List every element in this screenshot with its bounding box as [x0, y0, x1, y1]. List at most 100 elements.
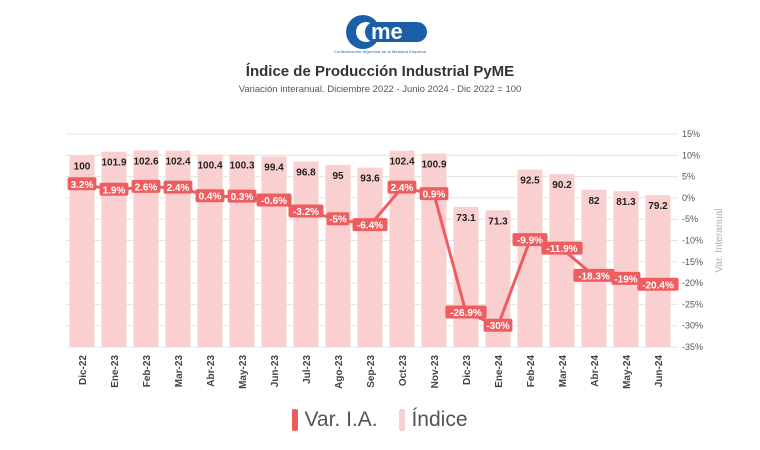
- var-ia-label: -20.4%: [642, 280, 674, 291]
- bar-mar-23: [165, 150, 191, 347]
- var-ia-label-bg: [541, 241, 583, 255]
- var-ia-label: -9.9%: [517, 236, 543, 247]
- bar-ago-23: [325, 164, 351, 347]
- bar-value-label: 95: [332, 171, 344, 182]
- var-ia-label: 0.9%: [423, 190, 446, 201]
- var-ia-label: 2.4%: [167, 183, 190, 194]
- legend-item-indice[interactable]: Índice: [399, 408, 468, 432]
- bar-value-label: 81.3: [616, 197, 636, 208]
- bar-mar-24: [549, 174, 575, 347]
- var-ia-label-bg: [256, 193, 292, 207]
- logo-wordmark: me: [371, 19, 403, 44]
- bar-jun-23: [261, 156, 287, 347]
- x-tick-label: Oct-23: [398, 355, 409, 387]
- var-ia-label: -5%: [329, 215, 347, 226]
- x-tick-label: Jun-24: [654, 355, 665, 388]
- bar-value-label: 93.6: [360, 174, 380, 185]
- y-tick-label: -25%: [682, 299, 703, 309]
- var-ia-label-bg: [227, 189, 257, 203]
- x-tick-label: Dic-23: [462, 355, 473, 385]
- bar-jun-24: [645, 195, 671, 347]
- bar-abr-23: [197, 154, 223, 347]
- y-tick-label: 15%: [682, 129, 700, 139]
- x-tick-label: May-23: [238, 355, 249, 389]
- x-tick-label: Dic-22: [78, 355, 89, 385]
- var-ia-label: -0.6%: [261, 196, 287, 207]
- bar-value-label: 82: [588, 196, 600, 207]
- var-ia-label-bg: [352, 218, 388, 232]
- x-tick-label: Mar-24: [558, 355, 569, 388]
- var-ia-label-bg: [611, 271, 641, 285]
- var-ia-label-bg: [637, 277, 679, 291]
- var-ia-label-bg: [163, 180, 193, 194]
- y-tick-label: 10%: [682, 150, 700, 160]
- bar-feb-23: [133, 150, 159, 347]
- y-tick-label: -30%: [682, 321, 703, 331]
- x-tick-label: Nov-23: [430, 355, 441, 389]
- bar-nov-23: [421, 153, 447, 347]
- x-tick-label: Sep-23: [366, 355, 377, 388]
- bar-value-label: 79.2: [648, 201, 668, 212]
- y-tick-label: -20%: [682, 278, 703, 288]
- logo-caption: Confederación Argentina de la Mediana Em…: [334, 49, 426, 54]
- bar-value-label: 102.4: [165, 157, 190, 168]
- bar-value-label: 101.9: [101, 158, 126, 169]
- var-ia-label: 0.4%: [199, 192, 222, 203]
- var-ia-label: 1.9%: [103, 185, 126, 196]
- var-ia-label: -30%: [486, 321, 509, 332]
- bar-value-label: 102.4: [389, 157, 414, 168]
- chart-subtitle: Variación interanual. Diciembre 2022 - J…: [238, 84, 522, 95]
- bar-value-label: 90.2: [552, 180, 572, 191]
- x-tick-label: Ene-24: [494, 355, 505, 388]
- bar-feb-24: [517, 169, 543, 347]
- var-ia-label-bg: [419, 187, 449, 201]
- x-tick-label: May-24: [622, 355, 633, 389]
- bar-value-label: 71.3: [488, 216, 508, 227]
- var-ia-label-bg: [288, 204, 324, 218]
- bar-value-label: 96.8: [296, 167, 316, 178]
- chart-title: Índice de Producción Industrial PyME: [245, 63, 515, 80]
- y-tick-label: -5%: [682, 214, 698, 224]
- x-tick-label: Jun-23: [270, 355, 281, 388]
- x-tick-label: Feb-23: [142, 355, 153, 388]
- x-tick-label: Jul-23: [302, 355, 313, 384]
- bar-value-label: 92.5: [520, 176, 540, 187]
- came-logo: me: [346, 15, 427, 49]
- bar-value-label: 100: [74, 161, 91, 172]
- bar-ene-23: [101, 151, 127, 347]
- bar-sep-23: [357, 167, 383, 347]
- y-tick-label: -10%: [682, 236, 703, 246]
- var-ia-label: 3.2%: [71, 180, 94, 191]
- bar-may-24: [613, 191, 639, 347]
- x-tick-label: Abr-24: [590, 355, 601, 387]
- x-tick-label: Feb-24: [526, 355, 537, 388]
- var-ia-label-bg: [483, 318, 513, 332]
- y-tick-label: 0%: [682, 193, 695, 203]
- var-ia-label: -6.4%: [357, 221, 383, 232]
- bar-value-label: 73.1: [456, 213, 476, 224]
- legend-label-indice: Índice: [411, 408, 468, 431]
- var-ia-label: -3.2%: [293, 207, 319, 218]
- y-tick-label: 5%: [682, 172, 695, 182]
- var-ia-label-bg: [573, 268, 615, 282]
- var-ia-label: 2.6%: [135, 182, 158, 193]
- x-tick-label: Ene-23: [110, 355, 121, 388]
- var-ia-label: -11.9%: [546, 244, 577, 255]
- legend-line-swatch: [292, 409, 299, 431]
- legend-item-var-ia[interactable]: Var. I.A.: [292, 408, 378, 432]
- bar-value-label: 99.4: [264, 162, 284, 173]
- y-tick-label: -35%: [682, 342, 703, 352]
- x-tick-label: Ago-23: [334, 355, 345, 389]
- x-tick-label: Mar-23: [174, 355, 185, 388]
- y-tick-label: -15%: [682, 257, 703, 267]
- var-ia-label: 2.4%: [391, 183, 414, 194]
- var-ia-label: -18.3%: [578, 271, 610, 282]
- legend: Var. I.A. Índice: [0, 408, 760, 437]
- var-ia-label-bg: [512, 233, 548, 247]
- bar-value-label: 100.4: [197, 161, 222, 172]
- legend-label-var-ia: Var. I.A.: [304, 408, 378, 431]
- var-ia-label-bg: [131, 179, 161, 193]
- bar-value-label: 100.9: [421, 160, 446, 171]
- bar-jul-23: [293, 161, 319, 347]
